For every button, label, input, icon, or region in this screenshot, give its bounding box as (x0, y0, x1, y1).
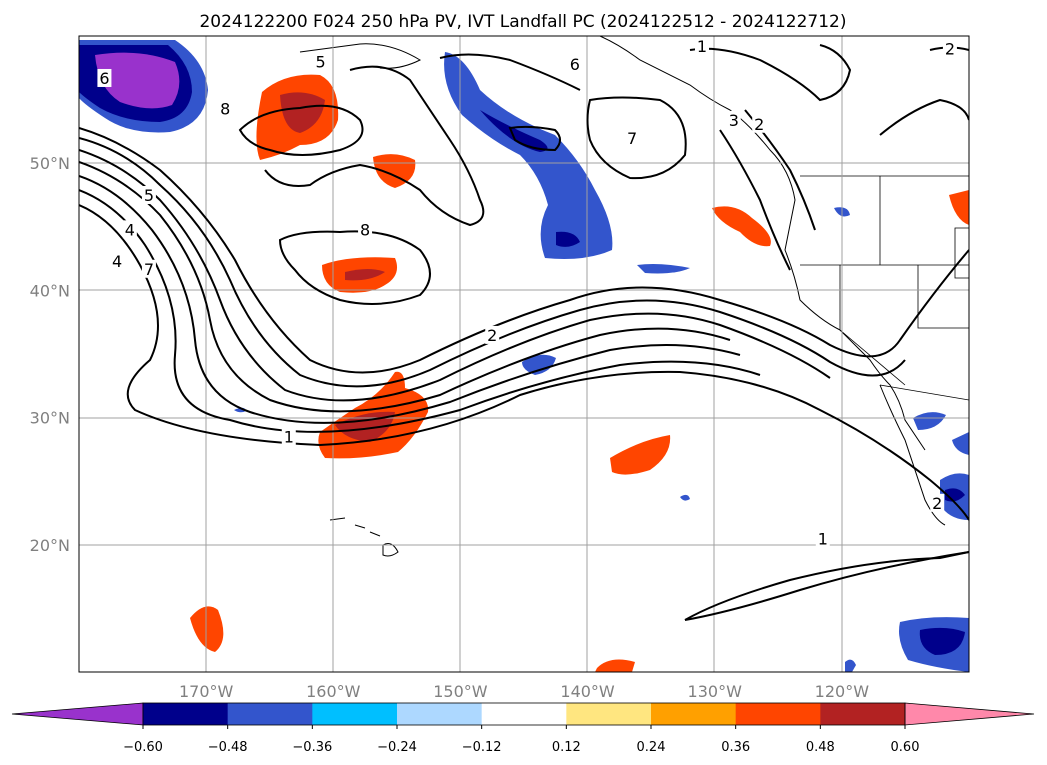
colorbar-segment (397, 703, 483, 725)
contour-label: 8 (360, 220, 370, 239)
contour-label: 5 (144, 186, 154, 205)
colorbar-tick-label: 0.24 (637, 740, 666, 755)
colorbar-tick-label: −0.36 (292, 740, 332, 755)
contour-label-bg (942, 39, 957, 58)
colorbar-tick-label: −0.24 (377, 740, 417, 755)
longitude-label: 120°W (815, 682, 870, 701)
contour-label-bg (358, 220, 373, 239)
contour-label: 2 (754, 115, 764, 134)
contour-label: 2 (932, 494, 942, 513)
contour-label: 6 (99, 69, 109, 88)
contour-label-bg (141, 259, 156, 278)
contour-label-bg (97, 68, 112, 87)
colorbar-tick-label: 0.36 (721, 740, 750, 755)
contour-label-bg (567, 54, 582, 73)
contour-label-bg (485, 325, 500, 344)
longitude-label: 150°W (433, 682, 488, 701)
colorbar-segment (820, 703, 906, 725)
contour-label-bg (726, 110, 741, 129)
contour-label: 3 (729, 111, 739, 130)
colorbar-tick-label: −0.12 (462, 740, 502, 755)
colorbar: −0.60 −0.48 −0.36 −0.24 −0.12 0.12 0.24 0.36 0.4… (11, 702, 1035, 755)
contour-label: 7 (144, 260, 154, 279)
contour-label: 1 (697, 37, 707, 56)
longitude-label: 160°W (306, 682, 361, 701)
colorbar-tick-label: −0.48 (208, 740, 248, 755)
latitude-label: 40°N (30, 281, 70, 300)
latitude-labels: 50°N 40°N 30°N 20°N (30, 154, 70, 555)
contour-label-bg (141, 186, 156, 204)
longitude-label: 140°W (560, 682, 615, 701)
colorbar-segment (735, 703, 821, 725)
contour-label: 2 (487, 326, 497, 345)
coastlines (299, 36, 946, 557)
contour-label-bg (313, 52, 328, 71)
colorbar-segment (651, 703, 737, 725)
contour-label: 6 (570, 55, 580, 74)
contour-label: 4 (125, 220, 135, 239)
contour-label-bg (695, 37, 709, 56)
latitude-label: 30°N (30, 409, 70, 428)
contour-label-bg (122, 220, 137, 239)
contour-label: 2 (945, 40, 955, 59)
colorbar-tick-label: −0.60 (123, 740, 163, 755)
contour-label: 7 (627, 129, 637, 148)
longitude-label: 130°W (688, 682, 743, 701)
negative-pv-band (444, 52, 613, 259)
map-frame (78, 35, 970, 673)
plot-title: 2024122200 F024 250 hPa PV, IVT Landfall… (199, 12, 846, 32)
latitude-label: 20°N (30, 536, 70, 555)
contour-label-bg (815, 529, 830, 548)
pv-shading (79, 40, 969, 672)
colorbar-segment (481, 703, 567, 725)
colorbar-segment (566, 703, 652, 725)
contour-label: 8 (220, 100, 230, 119)
contour-label-bg (930, 493, 945, 512)
contour-label-bg (625, 128, 640, 147)
contour-label-bg (281, 427, 296, 446)
contour-label-bg (218, 99, 233, 118)
colorbar-tick-label: 0.12 (552, 740, 581, 755)
colorbar-tick-label: 0.48 (806, 740, 835, 755)
ivt-contours (79, 44, 969, 621)
colorbar-segment (143, 703, 229, 725)
contour-label: 1 (284, 428, 294, 447)
contour-label: 1 (818, 529, 828, 548)
state-borders (800, 175, 969, 401)
colorbar-segment (227, 703, 313, 725)
latitude-label: 50°N (30, 154, 70, 173)
colorbar-frame (142, 702, 906, 726)
contour-label-bg (752, 114, 767, 133)
contour-label: 5 (315, 52, 325, 71)
contour-label: 4 (112, 252, 122, 271)
colorbar-segment (312, 703, 398, 725)
colorbar-extend-low (11, 702, 144, 726)
contour-label-bg (110, 252, 125, 271)
colorbar-extend-high (904, 702, 1035, 726)
graticule (79, 36, 969, 672)
colorbar-tick-label: 0.60 (891, 740, 920, 755)
longitude-label: 170°W (179, 682, 234, 701)
longitude-labels: 170°W 160°W 150°W 140°W 130°W 120°W (179, 682, 869, 701)
